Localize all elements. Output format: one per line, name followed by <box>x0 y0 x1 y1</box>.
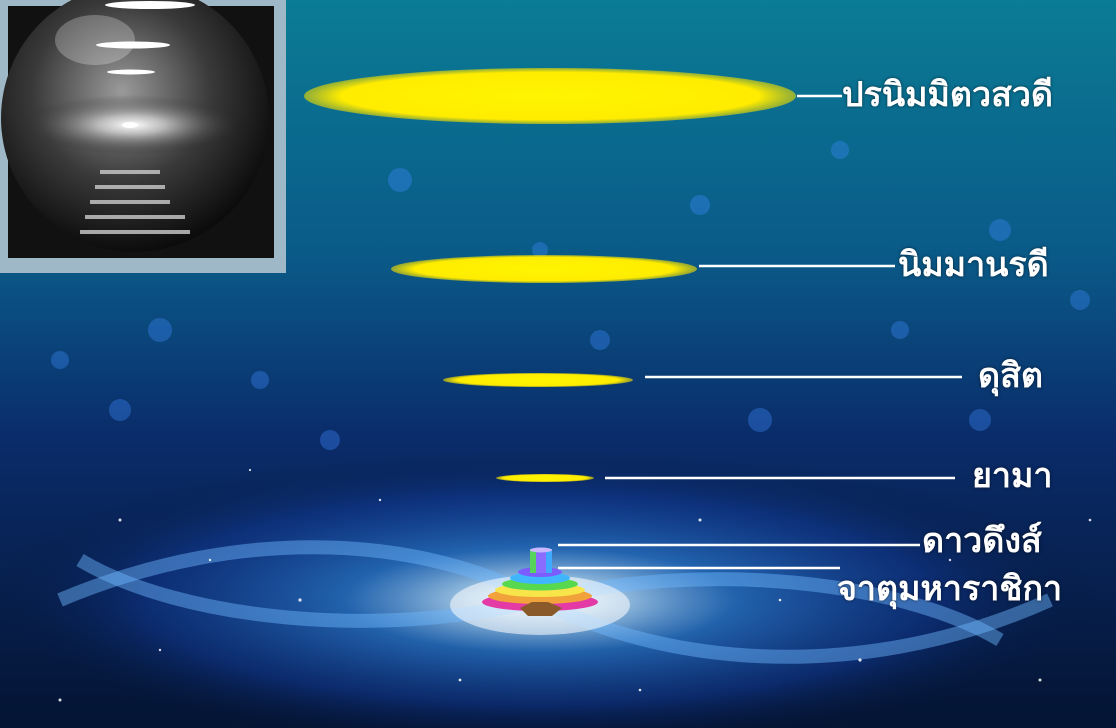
disc-paranimmitavasavatti <box>304 68 796 124</box>
label-tusita: ดุสิต <box>978 356 1043 396</box>
stepped-rainbow-mountain-icon <box>482 547 598 616</box>
label-nimmanarati: นิมมานรดี <box>898 245 1049 285</box>
label-yama: ยามา <box>972 456 1053 496</box>
disc-nimmanarati <box>391 255 697 283</box>
label-catumaharajika: จาตุมหาราชิกา <box>837 569 1063 609</box>
label-paranimmitavasavatti: ปรนิมมิตวสวดี <box>842 75 1054 115</box>
thumbnail-frame <box>0 0 286 273</box>
label-tavatimsa: ดาวดึงส์ <box>922 521 1042 561</box>
disc-yama <box>496 474 594 482</box>
crystal-ball-galaxy-icon <box>1 0 274 258</box>
disc-tusita <box>443 373 633 387</box>
